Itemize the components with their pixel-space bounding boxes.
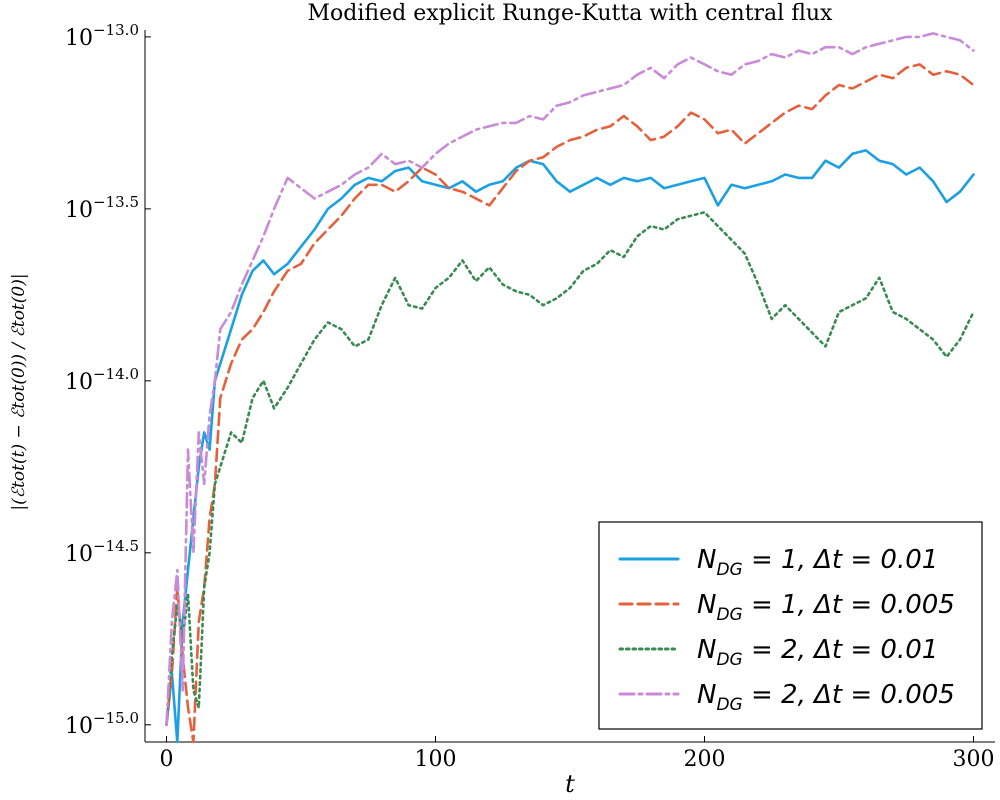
y-tick-label: 10−14.0	[65, 365, 139, 395]
legend-box	[598, 521, 983, 730]
axes: 0 100 200 300 10−15.0 10−14.5 10−14.0 10−13.5 10…	[65, 21, 995, 772]
y-tick-label: 10−13.5	[65, 193, 139, 223]
x-tick-label: 300	[952, 747, 994, 772]
chart-title: Modified explicit Runge-Kutta with centr…	[308, 1, 834, 26]
y-tick-label: 10−14.5	[65, 537, 139, 567]
y-axis-label: |(ℰtot(t) − ℰtot(0)) / ℰtot(0)|	[9, 273, 29, 510]
series-line-1	[165, 149, 975, 744]
series-line-4	[165, 32, 975, 727]
legend: NDG = 1, Δt = 0.01 NDG = 1, Δt = 0.005 NDG…	[598, 521, 983, 730]
series-layer	[165, 32, 975, 744]
x-tick-label: 100	[415, 747, 457, 772]
legend-label: NDG = 1, Δt = 0.01	[697, 545, 938, 580]
y-tick-label: 10−15.0	[65, 709, 139, 739]
series-line-3	[165, 211, 975, 727]
legend-label: NDG = 2, Δt = 0.01	[697, 635, 938, 670]
legend-label: NDG = 1, Δt = 0.005	[697, 590, 955, 625]
y-tick-label: 10−13.0	[65, 21, 139, 51]
x-axis-label: t	[565, 770, 575, 798]
x-tick-label: 0	[160, 747, 174, 772]
x-tick-label: 200	[683, 747, 725, 772]
legend-label: NDG = 2, Δt = 0.005	[697, 680, 955, 715]
series-line-2	[165, 63, 975, 744]
